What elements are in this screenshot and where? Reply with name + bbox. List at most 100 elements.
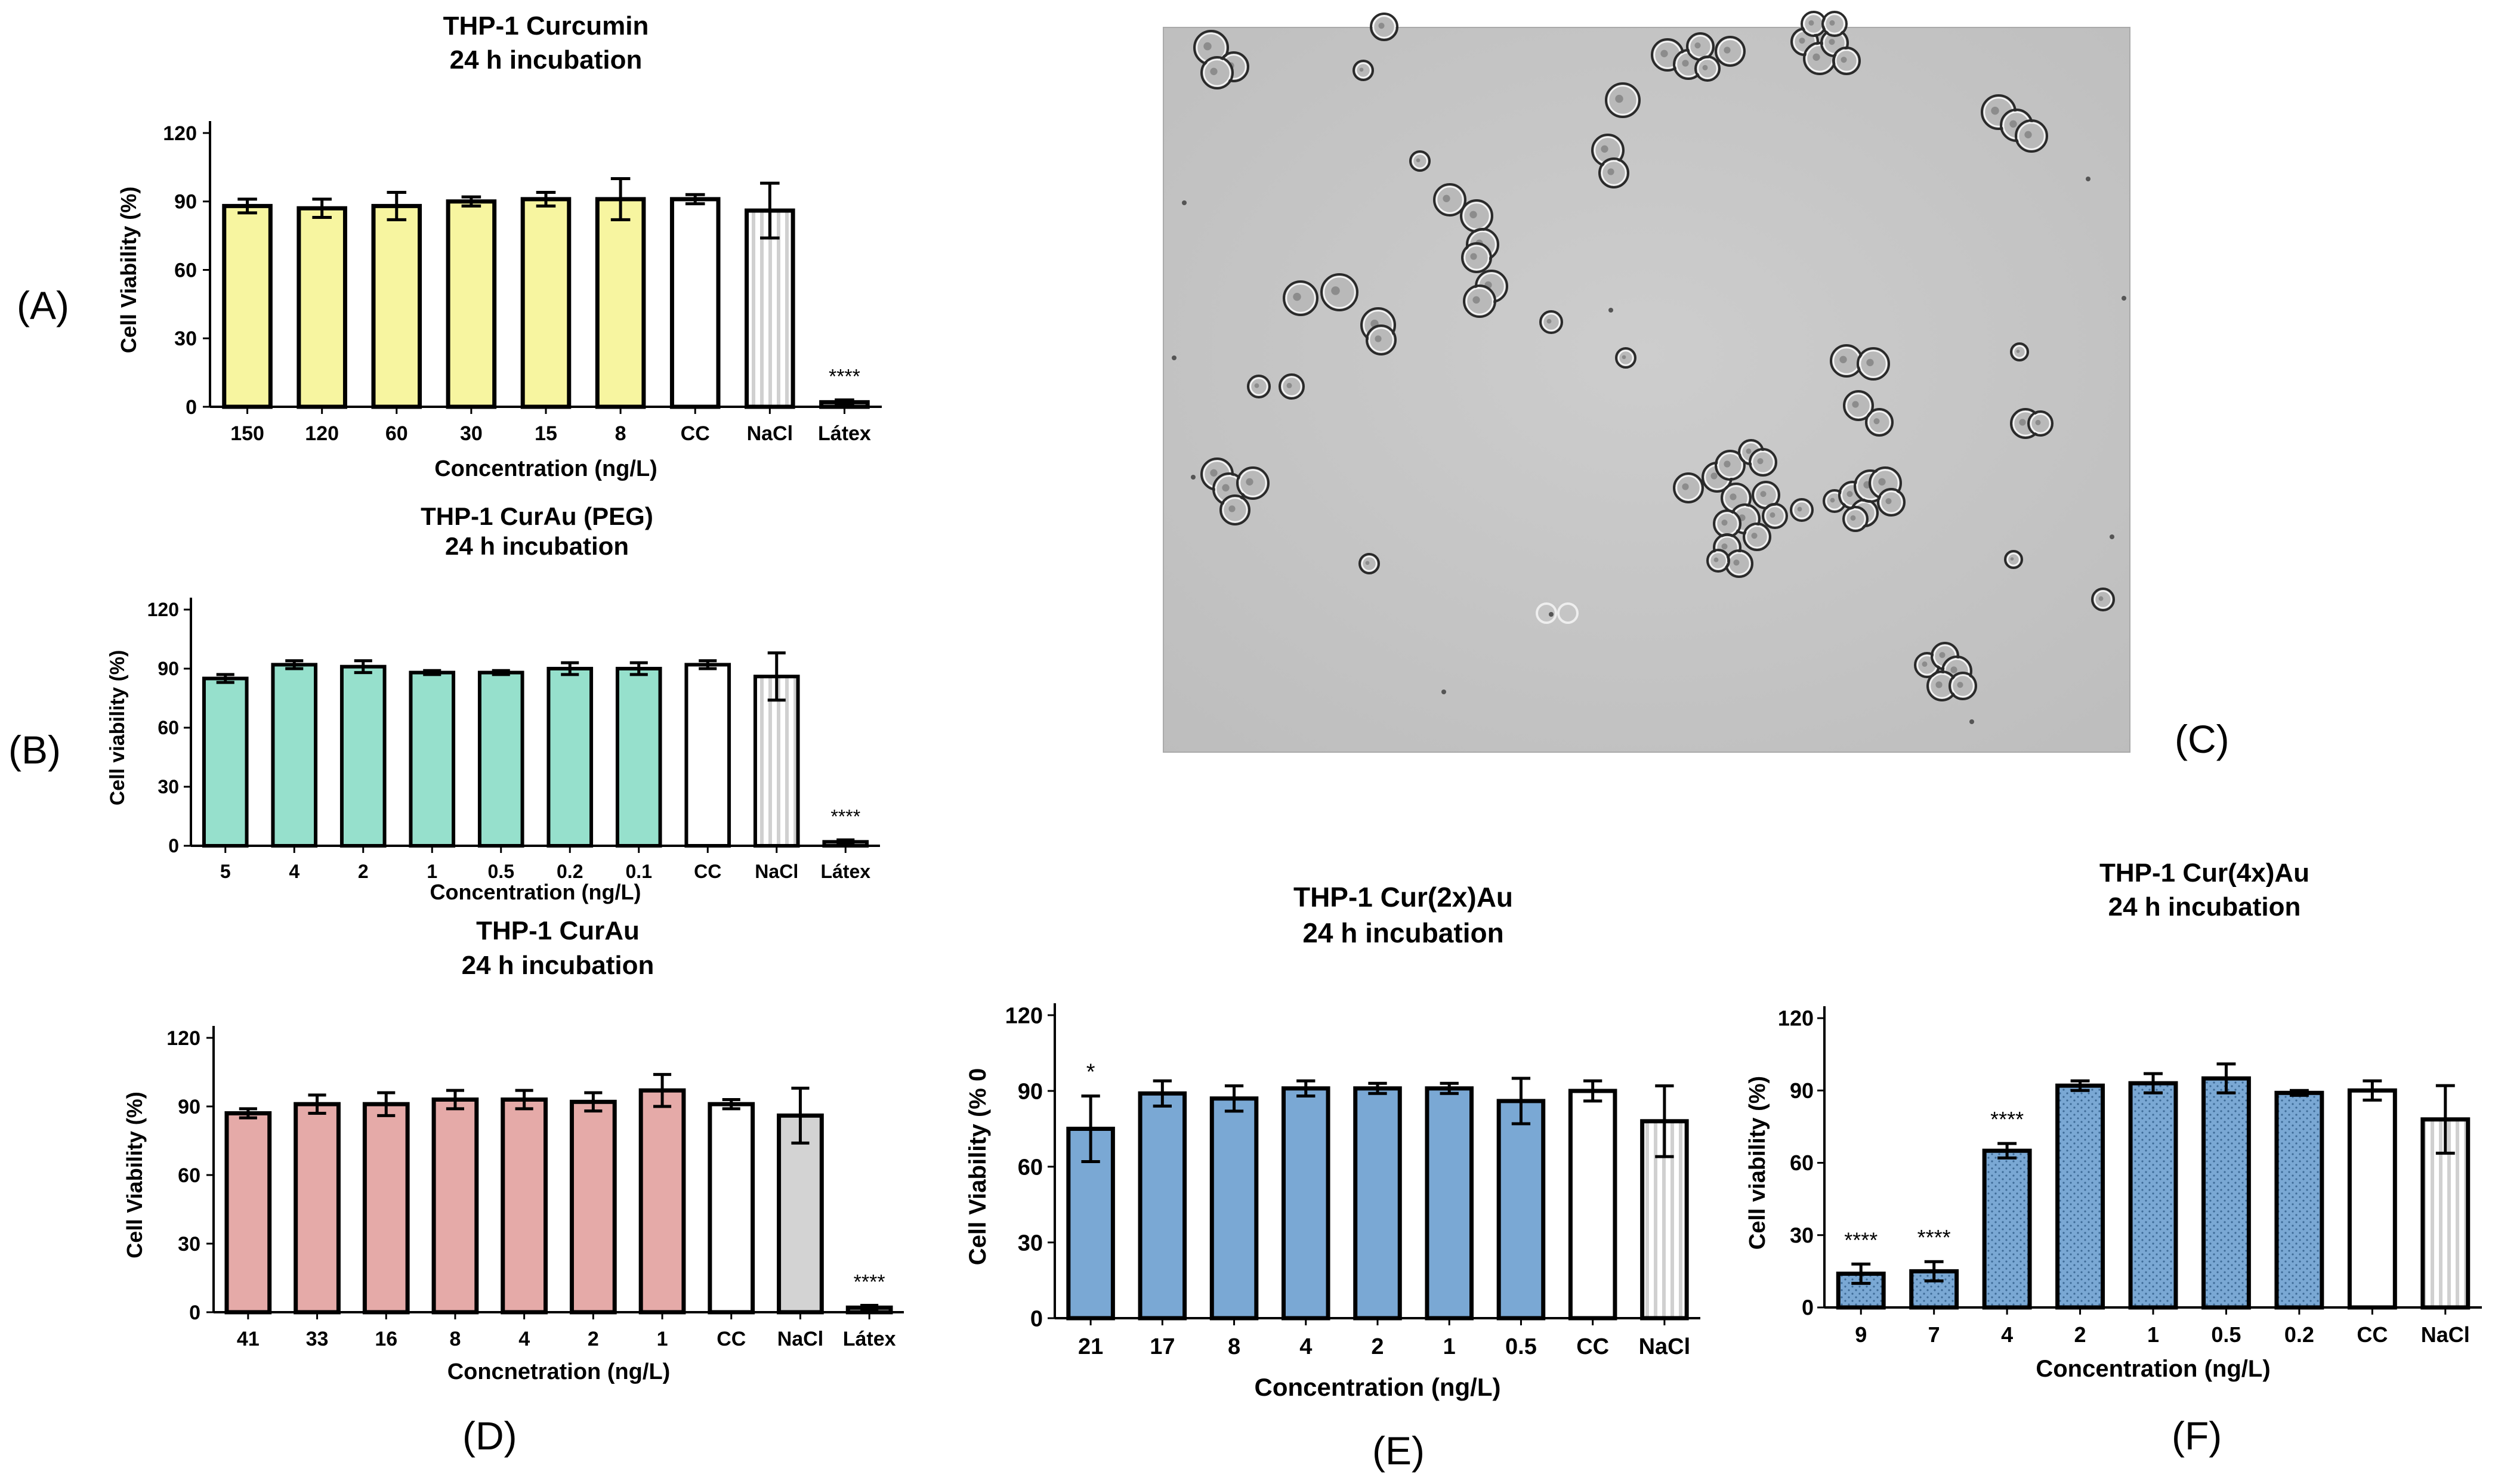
cell-nucleus-icon	[1751, 533, 1758, 539]
cell-nucleus-icon	[1713, 557, 1719, 562]
cell-nucleus-icon	[1770, 512, 1775, 518]
bar-150	[222, 203, 273, 409]
bar-cc	[708, 1102, 755, 1315]
cell-nucleus-icon	[1210, 469, 1218, 477]
y-tick-label: 30	[1018, 1231, 1043, 1256]
cell-nucleus-icon	[1721, 543, 1728, 550]
bar-8	[431, 1097, 479, 1315]
bar-4	[501, 1097, 548, 1315]
cell-icon	[1409, 150, 1431, 172]
cell-nucleus-icon	[1922, 661, 1928, 667]
x-tick-label: 1	[1443, 1334, 1456, 1359]
cell-icon	[1320, 273, 1358, 311]
cell-icon	[1605, 82, 1641, 118]
y-tick-label: 90	[174, 191, 197, 214]
cell-nucleus-icon	[1702, 64, 1708, 70]
cell-nucleus-icon	[1724, 460, 1731, 468]
cell-nucleus-icon	[2010, 557, 2014, 561]
bar-cc	[669, 197, 721, 409]
y-tick-label: 120	[147, 599, 179, 620]
bar-nacl	[753, 675, 800, 848]
x-tick-label: 15	[535, 422, 557, 445]
bar-15	[520, 197, 572, 409]
cell-nucleus-icon	[2009, 120, 2017, 128]
x-tick-label: 1	[2147, 1322, 2159, 1347]
bar-0-5	[2201, 1076, 2251, 1310]
artifact-ring-icon	[1557, 602, 1579, 624]
cell-nucleus-icon	[1935, 681, 1943, 688]
cell-nucleus-icon	[1660, 50, 1668, 57]
cell-nucleus-icon	[2019, 419, 2026, 426]
cell-nucleus-icon	[1950, 666, 1957, 673]
cell-icon	[1200, 56, 1234, 89]
y-tick-label: 30	[174, 327, 197, 350]
bar-cc	[1568, 1089, 1617, 1321]
x-tick-label: Látex	[843, 1328, 896, 1350]
chart-title: THP-1 CurAu (PEG)	[421, 502, 653, 530]
cell-icon	[1877, 488, 1906, 517]
x-axis-label: Concentration (ng/L)	[1255, 1373, 1501, 1401]
cell-nucleus-icon	[1601, 145, 1608, 153]
x-tick-label: 0.5	[1505, 1334, 1537, 1359]
cell-nucleus-icon	[1443, 194, 1450, 202]
microscopy-image	[1163, 11, 2130, 753]
cell-nucleus-icon	[1730, 493, 1737, 500]
chart-subtitle: 24 h incubation	[1302, 917, 1503, 948]
bar-5	[202, 676, 249, 848]
significance-marker: ****	[1844, 1228, 1878, 1252]
cell-nucleus-icon	[2098, 596, 2104, 601]
cell-icon	[1857, 347, 1890, 381]
bar-1	[638, 1088, 686, 1315]
significance-marker: ****	[830, 806, 860, 827]
cell-nucleus-icon	[1885, 498, 1892, 505]
x-tick-label: 4	[289, 861, 299, 882]
x-tick-label: 8	[1228, 1334, 1240, 1359]
debris-icon	[1441, 690, 1446, 694]
y-tick-label: 30	[178, 1233, 200, 1256]
y-tick-label: 120	[163, 122, 197, 145]
cell-nucleus-icon	[1850, 515, 1856, 521]
y-axis-label: Cell viability (%)	[106, 650, 129, 806]
y-tick-label: 0	[189, 1301, 200, 1324]
cell-icon	[1353, 60, 1374, 81]
significance-marker: *	[1086, 1059, 1095, 1084]
x-tick-label: NaCl	[747, 422, 793, 445]
bar-0-2	[2274, 1090, 2324, 1310]
bar-1	[2128, 1081, 2178, 1310]
x-tick-label: 4	[1299, 1334, 1312, 1359]
bar-41	[224, 1111, 272, 1315]
x-tick-label: 8	[615, 422, 626, 445]
x-tick-label: NaCl	[1639, 1334, 1691, 1359]
significance-marker: ****	[1917, 1225, 1951, 1250]
x-tick-label: 2	[588, 1328, 599, 1350]
cell-nucleus-icon	[1470, 253, 1477, 260]
cell-nucleus-icon	[1254, 383, 1259, 388]
panel-label-e: (E)	[1372, 1429, 1425, 1473]
bar-nacl	[745, 208, 795, 409]
debris-icon	[1608, 308, 1613, 313]
cell-nucleus-icon	[1878, 478, 1886, 486]
chart-subtitle: 24 h incubation	[450, 45, 643, 75]
cell-nucleus-icon	[1210, 67, 1218, 75]
x-tick-label: 41	[237, 1328, 260, 1350]
bar-0-5	[477, 670, 524, 848]
cell-nucleus-icon	[1472, 296, 1480, 304]
y-tick-label: 0	[1802, 1296, 1814, 1320]
cell-icon	[1715, 36, 1746, 67]
x-tick-label: 5	[220, 861, 231, 882]
x-tick-label: 4	[2001, 1322, 2013, 1347]
y-axis-label: Cell Viability (%)	[122, 1092, 147, 1258]
x-tick-label: 0.5	[2211, 1322, 2241, 1347]
bar-4	[1982, 1148, 2032, 1310]
y-tick-label: 60	[178, 1164, 200, 1187]
x-tick-label: 9	[1855, 1322, 1867, 1347]
chart-panel-d: THP-1 CurAu 24 h incubation 0 30 60 90 120 Cell…	[122, 916, 904, 1384]
cell-nucleus-icon	[2016, 350, 2020, 353]
x-tick-label: 33	[306, 1328, 329, 1350]
cell-nucleus-icon	[1733, 559, 1740, 566]
x-tick-label: NaCl	[2421, 1322, 2470, 1347]
bar-4	[271, 663, 318, 848]
y-tick-label: 90	[1018, 1079, 1043, 1104]
chart-title: THP-1 CurAu	[476, 916, 640, 945]
